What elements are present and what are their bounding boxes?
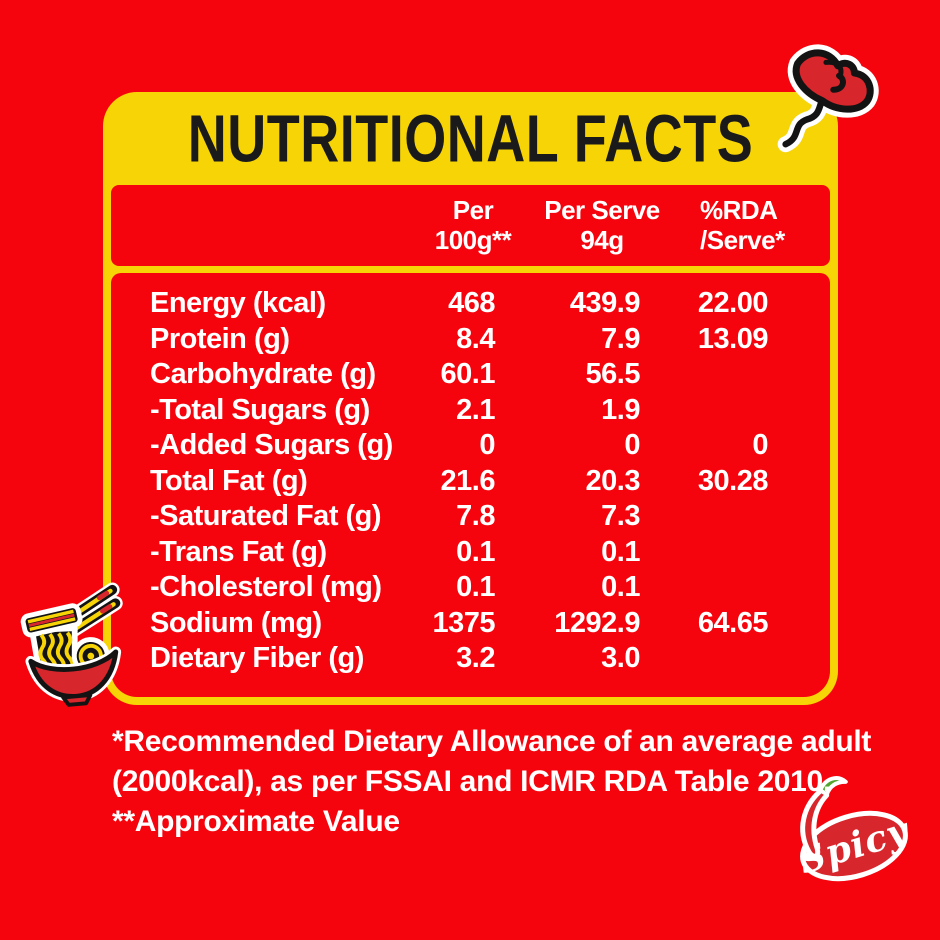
- value-per-100g: 60.1: [440, 358, 496, 390]
- value-per-serve: 1292.9: [554, 606, 640, 639]
- value-per-serve: 56.5: [585, 358, 641, 390]
- value-per-serve: 3.0: [601, 642, 640, 674]
- table-row: Carbohydrate (g) 60.1 56.5: [111, 357, 830, 393]
- value-rda-serve: 22.00: [697, 287, 769, 319]
- value-rda-serve: 0: [752, 429, 768, 461]
- table-row: Total Fat (g) 21.6 20.3 30.28: [111, 464, 830, 500]
- column-header-line2: /Serve*: [700, 225, 785, 255]
- table-header: Per 100g** Per Serve 94g %RDA /Serve*: [111, 185, 830, 266]
- column-header-per-serve: Per Serve 94g: [522, 195, 682, 255]
- value-rda-serve: [640, 357, 768, 393]
- value-per-100g: 2.1: [456, 393, 495, 426]
- title-area: NUTRITIONAL FACTS: [103, 92, 838, 185]
- value-per-serve: 0.1: [601, 571, 640, 603]
- row-label: -Added Sugars (g): [150, 429, 393, 461]
- footnote-line-1: *Recommended Dietary Allowance of an ave…: [112, 725, 872, 758]
- row-label: Carbohydrate (g): [150, 358, 376, 390]
- table-row: Sodium (mg) 1375 1292.9 64.65: [111, 606, 830, 642]
- table-row: Protein (g) 8.4 7.9 13.09: [111, 322, 830, 358]
- value-rda-serve: [640, 641, 768, 677]
- column-header-line1: %RDA: [700, 195, 778, 225]
- value-rda-serve: [640, 535, 768, 571]
- chili-spicy-badge: Spicy: [794, 776, 912, 883]
- row-label: Sodium (mg): [150, 606, 322, 639]
- value-rda-serve: 30.28: [697, 464, 769, 497]
- column-header-line1: Per: [452, 195, 494, 225]
- column-header-line1: Per Serve: [544, 195, 660, 225]
- value-per-serve: 0: [624, 429, 640, 461]
- noodle-bowl-icon: [20, 582, 123, 707]
- nutrition-panel: NUTRITIONAL FACTS Per 100g** Per Serve 9…: [103, 92, 838, 705]
- column-header-line2: 100g**: [434, 225, 512, 255]
- footnote: *Recommended Dietary Allowance of an ave…: [112, 722, 872, 842]
- row-label: Energy (kcal): [150, 287, 326, 319]
- footnote-line-2: (2000kcal), as per FSSAI and ICMR RDA Ta…: [112, 765, 831, 798]
- row-label: Dietary Fiber (g): [150, 642, 364, 674]
- value-rda-serve: [640, 499, 768, 535]
- lips-noodle-icon: [777, 44, 879, 153]
- value-rda-serve: [640, 393, 768, 429]
- table-row: -Added Sugars (g) 0 0 0: [111, 428, 830, 464]
- value-per-serve: 0.1: [601, 535, 640, 568]
- row-label: Total Fat (g): [150, 464, 308, 497]
- table-row: Dietary Fiber (g) 3.2 3.0: [111, 641, 830, 677]
- value-per-100g: 0.1: [456, 535, 495, 568]
- table-row: -Cholesterol (mg) 0.1 0.1: [111, 570, 830, 606]
- value-per-serve: 7.3: [601, 500, 640, 532]
- chili-pepper-icon: [800, 776, 848, 859]
- value-per-100g: 0: [479, 429, 495, 461]
- page-title: NUTRITIONAL FACTS: [187, 101, 754, 176]
- column-header-rda-serve: %RDA /Serve*: [700, 195, 825, 255]
- table-row: -Trans Fat (g) 0.1 0.1: [111, 535, 830, 571]
- value-per-100g: 468: [448, 287, 495, 319]
- value-per-100g: 7.8: [456, 500, 495, 532]
- value-rda-serve: 64.65: [697, 606, 769, 639]
- value-per-serve: 1.9: [601, 393, 640, 426]
- value-per-100g: 1375: [432, 606, 495, 639]
- value-per-100g: 8.4: [456, 322, 495, 355]
- row-label: Protein (g): [150, 322, 290, 355]
- value-per-100g: 0.1: [456, 571, 495, 603]
- table-body: Energy (kcal) 468 439.9 22.00 Protein (g…: [111, 273, 830, 697]
- row-label: -Cholesterol (mg): [150, 571, 382, 603]
- table-row: -Saturated Fat (g) 7.8 7.3: [111, 499, 830, 535]
- value-per-100g: 21.6: [440, 464, 496, 497]
- column-header-line2: 94g: [580, 225, 624, 255]
- footnote-line-3: **Approximate Value: [112, 805, 400, 838]
- value-per-100g: 3.2: [456, 642, 495, 674]
- value-rda-serve: [640, 570, 768, 606]
- value-rda-serve: 13.09: [697, 322, 769, 355]
- row-label: -Total Sugars (g): [150, 393, 370, 426]
- row-label: -Saturated Fat (g): [150, 500, 382, 532]
- column-header-per-100g: Per 100g**: [393, 195, 553, 255]
- row-label: -Trans Fat (g): [150, 535, 327, 568]
- value-per-serve: 439.9: [569, 287, 641, 319]
- value-per-serve: 20.3: [585, 464, 641, 497]
- value-per-serve: 7.9: [601, 322, 640, 355]
- table-row: -Total Sugars (g) 2.1 1.9: [111, 393, 830, 429]
- table-row: Energy (kcal) 468 439.9 22.00: [111, 286, 830, 322]
